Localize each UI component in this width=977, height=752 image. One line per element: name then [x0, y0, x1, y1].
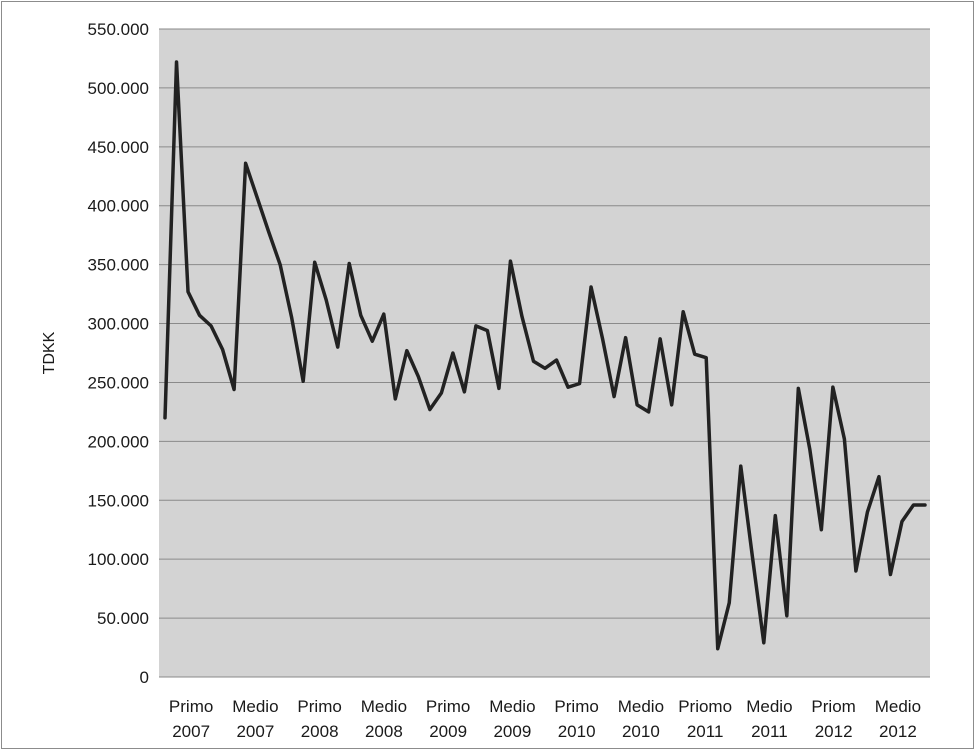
x-tick-label: Primo — [297, 697, 341, 716]
x-tick-label: Medio — [361, 697, 407, 716]
x-tick-label: 2012 — [879, 722, 917, 741]
x-axis-ticks: Primo 2007 Medio 2007 Primo 2008 Medio 2008 Prim… — [169, 697, 921, 741]
y-tick-label: 50.000 — [97, 609, 149, 628]
x-tick-label: Priomo — [678, 697, 732, 716]
y-tick-label: 550.000 — [88, 20, 149, 39]
x-tick-label: Medio — [618, 697, 664, 716]
x-tick-label: 2011 — [687, 722, 724, 741]
x-tick-label: 2010 — [558, 722, 596, 741]
x-tick-label: Medio — [232, 697, 278, 716]
y-tick-label: 350.000 — [88, 256, 149, 275]
x-tick-label: Primo — [169, 697, 213, 716]
x-tick-label: 2008 — [301, 722, 339, 741]
x-tick-label: Medio — [875, 697, 921, 716]
y-tick-label: 0 — [140, 668, 149, 687]
x-tick-label: 2012 — [815, 722, 853, 741]
y-tick-label: 200.000 — [88, 432, 149, 451]
y-tick-label: 250.000 — [88, 373, 149, 392]
x-tick-label: 2007 — [236, 722, 274, 741]
x-tick-label: 2009 — [493, 722, 531, 741]
y-axis-label: TDKK — [41, 331, 58, 374]
x-tick-label: 2011 — [751, 722, 788, 741]
x-tick-label: Medio — [489, 697, 535, 716]
y-tick-label: 300.000 — [88, 315, 149, 334]
gridlines — [159, 28, 930, 678]
y-axis-ticks: 0 50.000 100.000 150.000 200.000 250.000 300.0… — [88, 20, 149, 687]
series-line — [163, 60, 927, 651]
y-tick-label: 400.000 — [88, 197, 149, 216]
plot-area — [159, 29, 930, 677]
y-tick-label: 100.000 — [88, 550, 149, 569]
x-tick-label: Medio — [746, 697, 792, 716]
x-tick-label: Priom — [811, 697, 855, 716]
x-tick-label: Primo — [554, 697, 598, 716]
y-tick-label: 150.000 — [88, 491, 149, 510]
x-tick-label: 2007 — [172, 722, 210, 741]
x-tick-label: Primo — [426, 697, 470, 716]
x-tick-label: 2009 — [429, 722, 467, 741]
x-tick-label: 2008 — [365, 722, 403, 741]
x-tick-label: 2010 — [622, 722, 660, 741]
y-tick-label: 450.000 — [88, 138, 149, 157]
y-tick-label: 500.000 — [88, 79, 149, 98]
